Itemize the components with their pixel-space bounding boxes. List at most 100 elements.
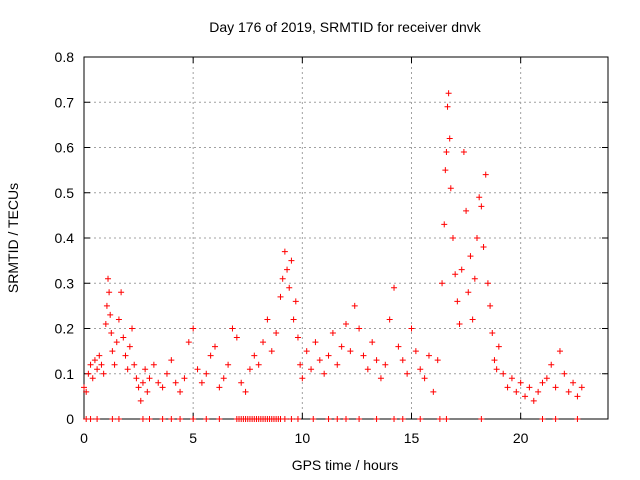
data-point — [356, 325, 363, 332]
data-point — [356, 416, 363, 422]
y-tick-label: 0.1 — [55, 366, 75, 382]
data-point — [251, 352, 258, 359]
data-point — [476, 194, 483, 201]
data-point — [513, 388, 520, 395]
data-point — [446, 135, 453, 142]
data-point — [343, 320, 349, 327]
data-point — [122, 352, 129, 359]
data-point — [408, 325, 415, 332]
data-point — [325, 352, 332, 359]
y-tick-label: 0.2 — [55, 321, 75, 337]
data-point — [144, 388, 151, 395]
data-point — [133, 375, 140, 382]
data-point — [255, 361, 262, 368]
y-tick-label: 0 — [66, 411, 74, 427]
data-point — [207, 352, 214, 359]
data-point — [124, 366, 131, 373]
y-tick-label: 0.5 — [55, 185, 75, 201]
tick-layer: 0 5 10 15 20 0 0.1 0.2 0.3 0.4 0.5 0.6 0.7 0.8 — [55, 49, 608, 446]
data-point — [212, 343, 218, 350]
data-point — [216, 384, 223, 391]
data-point — [334, 361, 341, 368]
data-point — [131, 361, 138, 368]
data-point — [343, 416, 349, 422]
data-point — [449, 235, 456, 241]
data-point — [139, 416, 146, 422]
data-point — [185, 339, 192, 346]
data-point — [216, 416, 223, 422]
x-tick-label: 10 — [295, 430, 311, 446]
data-point — [308, 366, 315, 373]
data-point — [552, 384, 559, 391]
data-point — [155, 379, 162, 386]
data-point — [87, 416, 94, 422]
data-point — [373, 416, 380, 422]
data-point — [508, 375, 515, 382]
data-point — [89, 375, 96, 382]
data-point — [443, 416, 450, 422]
data-point — [290, 316, 297, 323]
data-point — [458, 266, 465, 273]
grid-layer — [84, 57, 608, 419]
data-point — [279, 275, 286, 282]
data-point — [238, 379, 245, 386]
data-point — [303, 348, 310, 355]
data-point — [543, 375, 550, 382]
data-point — [198, 379, 205, 386]
data-point — [469, 316, 476, 323]
data-point — [292, 298, 299, 305]
data-point — [452, 271, 459, 278]
data-point — [177, 388, 184, 395]
data-point — [360, 352, 367, 359]
data-point — [425, 352, 432, 359]
data-point — [500, 370, 507, 377]
data-point — [297, 361, 304, 368]
data-point — [338, 343, 345, 350]
data-point — [445, 90, 452, 97]
data-point — [487, 302, 494, 309]
data-point — [286, 284, 293, 291]
data-point — [395, 343, 402, 350]
data-point — [96, 352, 103, 359]
data-point — [460, 149, 467, 156]
data-point — [465, 289, 472, 296]
data-point — [526, 384, 533, 391]
data-point — [471, 275, 478, 282]
data-point — [87, 361, 94, 368]
data-point — [421, 375, 428, 382]
y-tick-label: 0.8 — [55, 49, 75, 65]
data-point — [325, 416, 332, 422]
data-point — [146, 416, 153, 422]
data-point — [120, 334, 127, 341]
data-point — [81, 384, 87, 391]
data-point — [115, 316, 122, 323]
data-point — [467, 253, 474, 260]
data-point — [91, 357, 98, 364]
data-point — [150, 361, 157, 368]
data-point — [377, 375, 384, 382]
data-point — [109, 348, 116, 355]
data-point — [246, 366, 253, 373]
data-point — [284, 266, 291, 273]
data-point — [430, 388, 437, 395]
data-point — [190, 325, 197, 332]
data-point — [351, 302, 358, 309]
data-point — [288, 257, 295, 264]
data-point — [107, 311, 114, 318]
data-point — [364, 366, 371, 373]
data-point — [369, 339, 376, 346]
data-point — [412, 348, 419, 355]
data-point — [98, 361, 105, 368]
data-point — [264, 316, 271, 323]
data-point — [137, 397, 144, 404]
data-point — [288, 416, 295, 422]
data-point — [391, 416, 398, 422]
data-point — [504, 384, 511, 391]
data-point — [312, 339, 319, 346]
data-point — [478, 203, 485, 210]
data-point — [177, 416, 184, 422]
data-point — [273, 330, 280, 337]
data-point — [454, 298, 461, 305]
data-point — [94, 416, 101, 422]
